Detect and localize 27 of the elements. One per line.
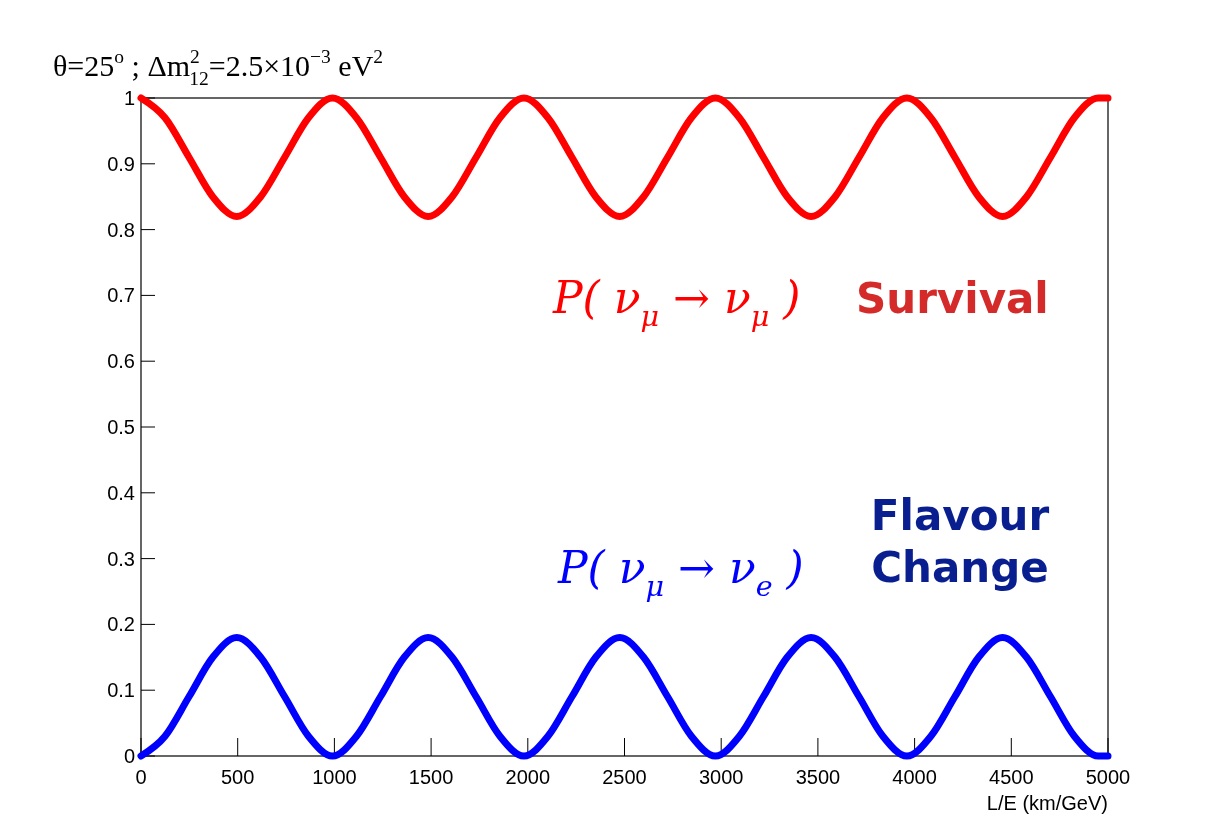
y-tick-label: 0.6 xyxy=(107,350,135,373)
y-tick-label: 0.2 xyxy=(107,613,135,636)
y-tick-label: 0.3 xyxy=(107,547,135,570)
y-tick-label: 0.4 xyxy=(107,481,135,504)
y-tick-label: 0 xyxy=(123,745,135,767)
y-tick-label: 0.5 xyxy=(107,416,135,438)
x-tick-label: 3500 xyxy=(795,766,841,788)
series-label: P( ν$_{μ}$ → ν$_{e}$ ) xyxy=(557,542,804,604)
x-tick-label: 2000 xyxy=(505,766,551,788)
chart-title: θ=25$^{o}$ ; Δm$^{2}$$_{12}$=2.5×10$^{−3}$ eV$^{2}$ xyxy=(53,45,384,89)
y-tick-label: 0.8 xyxy=(107,218,135,241)
y-tick-label: 0.7 xyxy=(107,284,135,307)
annotation: Flavour Change xyxy=(870,491,1050,592)
x-axis-title: L/E (km/GeV) xyxy=(986,792,1108,814)
y-tick-label: 0.1 xyxy=(107,679,135,702)
x-tick-label: 1000 xyxy=(312,766,357,788)
series-label: P( ν$_{μ}$ → ν$_{μ}$ ) xyxy=(552,272,801,334)
x-tick-label: 2500 xyxy=(602,766,647,788)
annotation: Survival xyxy=(856,274,1049,323)
x-tick-label: 1500 xyxy=(408,766,454,788)
x-tick-label: 5000 xyxy=(1085,766,1131,788)
x-tick-label: 4000 xyxy=(892,766,937,788)
x-tick-label: 3000 xyxy=(698,766,744,788)
x-tick-label: 500 xyxy=(221,766,255,788)
y-tick-label: 1 xyxy=(123,87,135,109)
y-tick-label: 0.9 xyxy=(107,152,135,175)
x-tick-label: 4500 xyxy=(989,766,1034,788)
